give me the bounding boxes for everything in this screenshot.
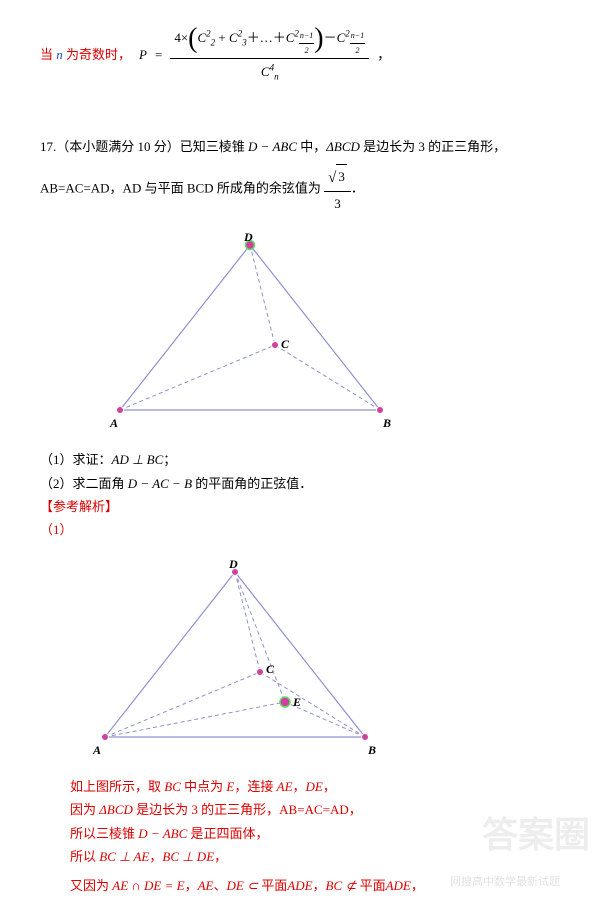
- cn4: C4n: [261, 64, 279, 79]
- label2-c: C: [266, 659, 274, 681]
- pl2e: ，: [349, 802, 362, 817]
- pl4c: ，: [149, 849, 162, 864]
- label-b: B: [383, 413, 391, 435]
- answer-label: 【参考解析】: [40, 495, 560, 518]
- label-c: C: [281, 334, 289, 356]
- pl2b: ΔBCD: [99, 802, 133, 817]
- label2-d: D: [229, 554, 238, 576]
- proof-line-1: 如上图所示，取 BC 中点为 E，连接 AE，DE，: [40, 775, 560, 798]
- pl5l: ADE: [386, 878, 411, 893]
- main-fraction: 4×(C22 + C23＋…＋C2n−12)－C2n−12 C4n: [170, 25, 369, 85]
- formula-line: 当 n 为奇数时， P = 4×(C22 + C23＋…＋C2n−12)－C2n…: [40, 25, 560, 85]
- q2-tail: 的平面角的正弦值．: [192, 476, 312, 491]
- pl5g: 平面: [258, 878, 287, 893]
- pl1g: ，: [293, 779, 306, 794]
- cn12b: C2n−12: [337, 30, 366, 45]
- q1-expr: AD ⊥ BC: [112, 452, 164, 467]
- pl1b: BC: [164, 779, 181, 794]
- minus: －: [324, 30, 337, 45]
- fraction-denominator: C4n: [257, 59, 283, 84]
- pl1f: AE: [277, 779, 293, 794]
- comma: ，: [377, 43, 390, 66]
- q17-mid2: 是边长为 3 的正三角形，: [360, 139, 506, 154]
- proof-line-4: 所以 BC ⊥ AE，BC ⊥ DE，: [40, 845, 560, 868]
- subq-2: （2）求二面角 D − AC − B 的平面角的正弦值．: [40, 472, 560, 495]
- pl4e: ，: [214, 849, 227, 864]
- pl5k: 平面: [356, 878, 385, 893]
- q17-line2a: AB=AC=AD，AD 与平面 BCD 所成角的余弦值为: [40, 181, 324, 196]
- pl2d: AB=AC=AD: [279, 802, 349, 817]
- pl4a: 所以: [70, 849, 99, 864]
- pl4d: BC ⊥ DE: [162, 849, 214, 864]
- solid-name: D − ABC: [248, 139, 297, 154]
- pl3c: 是正四面体，: [187, 826, 268, 841]
- pl5f: DE ⊂: [227, 878, 258, 893]
- diagram-1-svg: [100, 230, 400, 430]
- q17-header: 17.（本小题满分 10 分）已知三棱锥: [40, 139, 248, 154]
- eq-sign: =: [155, 43, 162, 66]
- proof-line-3: 所以三棱锥 D − ABC 是正四面体，: [40, 822, 560, 845]
- label2-e: E: [293, 692, 301, 714]
- label-a: A: [110, 413, 118, 435]
- q2-expr: D − AC − B: [128, 476, 192, 491]
- coef: 4×: [174, 30, 188, 45]
- prefix-text2: 为奇数时，: [63, 47, 131, 62]
- label2-b: B: [368, 740, 376, 762]
- pl2a: 因为: [70, 802, 99, 817]
- cn12a: C2n−12: [286, 30, 315, 45]
- pl5a: 又因为: [70, 878, 112, 893]
- prefix-text: 当: [40, 47, 56, 62]
- pl1h: DE: [306, 779, 323, 794]
- diagram-2: A B C D E: [85, 557, 385, 757]
- pl4b: BC ⊥ AE: [99, 849, 149, 864]
- q1-semi: ；: [163, 452, 176, 467]
- c22: C22: [198, 30, 216, 45]
- problem-17: 17.（本小题满分 10 分）已知三棱锥 D − ABC 中，ΔBCD 是边长为…: [40, 135, 560, 158]
- diagram-1: A B C D: [100, 230, 400, 430]
- part-1-label: （1）: [40, 518, 560, 541]
- dots: ＋…＋: [247, 30, 286, 45]
- pl5j: BC ⊄: [326, 878, 357, 893]
- proof-line-5: 又因为 AE ∩ DE = E，AE、DE ⊂ 平面ADE，BC ⊄ 平面ADE…: [40, 874, 560, 897]
- pl5m: ，: [411, 878, 424, 893]
- label-d: D: [244, 227, 253, 249]
- formula-prefix: 当 n 为奇数时，: [40, 43, 131, 66]
- pl5c: ，: [185, 878, 198, 893]
- q17-mid: 中，: [297, 139, 326, 154]
- pl5d: AE: [198, 878, 214, 893]
- sqrt3-over-3: √33: [324, 164, 351, 215]
- pl1c: 中点为: [181, 779, 227, 794]
- label2-a: A: [93, 740, 101, 762]
- q2-label: （2）求二面角: [40, 476, 128, 491]
- period: ．: [351, 181, 364, 196]
- subq-1: （1）求证：AD ⊥ BC；: [40, 448, 560, 471]
- pl3b: D − ABC: [138, 826, 187, 841]
- pl5i: ，: [313, 878, 326, 893]
- pl5h: ADE: [287, 878, 312, 893]
- triangle-bcd: ΔBCD: [326, 139, 360, 154]
- lparen: (: [188, 23, 197, 54]
- pl3a: 所以三棱锥: [70, 826, 138, 841]
- q1-label: （1）求证：: [40, 452, 112, 467]
- pl1e: ，连接: [234, 779, 276, 794]
- pl1i: ，: [323, 779, 336, 794]
- pl1a: 如上图所示，取: [70, 779, 164, 794]
- proof-line-2: 因为 ΔBCD 是边长为 3 的正三角形，AB=AC=AD，: [40, 798, 560, 821]
- pl5b: AE ∩ DE = E: [112, 878, 184, 893]
- problem-17-line2: AB=AC=AD，AD 与平面 BCD 所成角的余弦值为 √33．: [40, 164, 560, 215]
- fraction-numerator: 4×(C22 + C23＋…＋C2n−12)－C2n−12: [170, 25, 369, 59]
- rparen: ): [314, 23, 323, 54]
- diagram-2-svg: [85, 557, 385, 757]
- c32: C23: [229, 30, 247, 45]
- pl2c: 是边长为 3 的正三角形，: [133, 802, 279, 817]
- p-var: P: [139, 43, 147, 66]
- pl5e: 、: [213, 878, 226, 893]
